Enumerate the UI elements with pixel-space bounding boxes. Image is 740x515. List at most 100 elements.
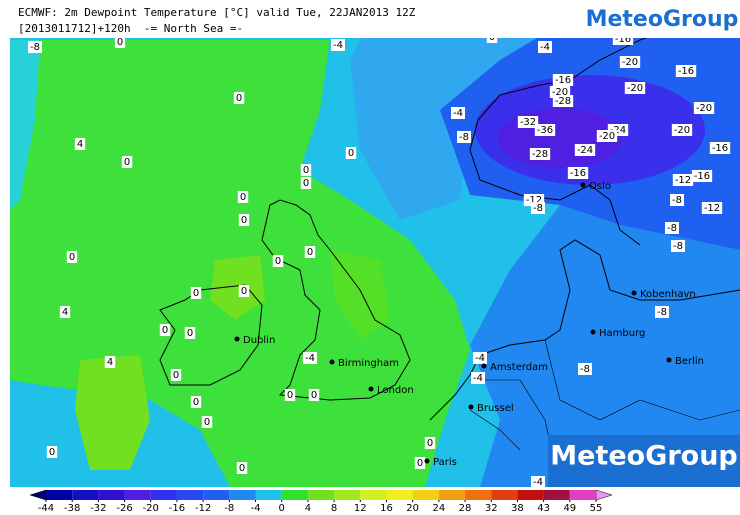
colorbar-tick-label: -8: [224, 503, 234, 514]
contour-label-box: [552, 74, 574, 86]
colorbar-segment: [46, 490, 73, 500]
contour-label-box: [345, 147, 357, 159]
city-label: Dublin: [243, 335, 275, 346]
logo-box: [583, 0, 740, 38]
contour-label-box: [170, 369, 182, 381]
contour-label: 0: [173, 370, 179, 381]
contour-label: 0: [124, 157, 130, 168]
colorbar-tick-label: 38: [511, 503, 524, 514]
header-subtitle: [2013011712]+120h -= North Sea =-: [18, 22, 243, 35]
contour-label: -24: [610, 125, 626, 136]
contour-label: 4: [62, 307, 68, 318]
contour-label: 0: [427, 438, 433, 449]
contour-label-box: [236, 462, 248, 474]
colorbar-tick-label: 4: [305, 503, 311, 514]
colorbar-tick-label: 16: [380, 503, 393, 514]
contour-label-box: [578, 363, 592, 375]
contour-label-box: [104, 356, 116, 368]
colorbar-tick-label: -4: [251, 503, 261, 514]
city-dot: [468, 404, 474, 410]
logo: MeteoGroup: [586, 7, 739, 32]
contour-label-box: [300, 164, 312, 176]
contour-label: -16: [694, 171, 710, 182]
contour-label-box: [471, 372, 485, 384]
colorbar-tick-label: 8: [331, 503, 337, 514]
contour-label-box: [670, 194, 684, 206]
contour-label: 4: [77, 139, 83, 150]
contour-label: -8: [533, 203, 543, 214]
contour-label: -12: [704, 203, 720, 214]
city-dot: [580, 182, 586, 188]
contour-label-box: [596, 130, 618, 142]
contour-label-box: [675, 65, 697, 77]
colorbar-tick-label: 12: [354, 503, 367, 514]
city-dot: [631, 290, 637, 296]
contour-label-box: [28, 41, 42, 53]
contour-label-box: [121, 156, 133, 168]
city-label: Berlin: [675, 356, 704, 367]
colorbar-segment: [360, 490, 387, 500]
contour-label-box: [74, 138, 86, 150]
contour-label: -20: [674, 125, 690, 136]
contour-label: -36: [537, 125, 553, 136]
colorbar-segment: [124, 490, 151, 500]
contour-label-box: [531, 476, 545, 488]
colorbar-tick-label: -26: [116, 503, 132, 514]
field-region: [330, 250, 390, 340]
colorbar-tick-label: 32: [485, 503, 498, 514]
field-region: [210, 255, 265, 320]
contour-label: -28: [532, 149, 548, 160]
contour-label: -4: [453, 108, 463, 119]
colorbar-tick-label: -44: [38, 503, 54, 514]
contour-label: -4: [333, 40, 343, 51]
field-region: [10, 40, 40, 210]
contour-label: -28: [555, 96, 571, 107]
colorbar-segment: [517, 490, 544, 500]
contour-label-box: [300, 177, 312, 189]
contour-label: -16: [555, 75, 571, 86]
city-dot: [424, 458, 430, 464]
city-dot: [481, 363, 487, 369]
contour-label-box: [46, 446, 58, 458]
colorbar: -44 -38 -32 -26 -20 -16 -12 -8 -4 0 4 8 12 16 20 24 28 32…: [29, 489, 613, 514]
contour-label: 0: [187, 328, 193, 339]
contour-label: -20: [552, 87, 568, 98]
colorbar-tick-label: 28: [459, 503, 472, 514]
contour-label-box: [619, 56, 641, 68]
contour-label-box: [201, 416, 213, 428]
contour-label: -4: [475, 353, 485, 364]
colorbar-segment: [491, 490, 518, 500]
colorbar-segment: [465, 490, 492, 500]
city-dot: [590, 329, 596, 335]
contour-label: 0: [240, 192, 246, 203]
contour-label-box: [424, 437, 436, 449]
contour-label: 0: [117, 37, 123, 48]
contour-label: -4: [533, 477, 543, 488]
contour-label-box: [473, 352, 487, 364]
contour-label: 0: [307, 247, 313, 258]
contour-label: 0: [303, 178, 309, 189]
colorbar-segment: [281, 490, 308, 500]
contour-label-box: [190, 396, 202, 408]
contour-label: -20: [627, 83, 643, 94]
city-label: Paris: [433, 457, 457, 468]
colorbar-segment: [203, 490, 230, 500]
colorbar-tick-label: 24: [432, 503, 445, 514]
city-dot: [329, 359, 335, 365]
colorbar-segment: [334, 490, 361, 500]
contour-label: -8: [673, 241, 683, 252]
contour-label: -16: [570, 168, 586, 179]
coastline: [261, 199, 411, 401]
contour-label: -4: [305, 353, 315, 364]
colorbar-tick-label: -32: [90, 503, 106, 514]
coastline: [429, 239, 740, 421]
colorbar-segment: [412, 490, 439, 500]
contour-label: 0: [193, 397, 199, 408]
contour-label: -4: [540, 42, 550, 53]
contour-label: -16: [678, 66, 694, 77]
city-label: Hamburg: [599, 328, 645, 339]
contour-label-box: [190, 287, 202, 299]
contour-label-box: [331, 39, 345, 51]
contour-label: -8: [30, 42, 40, 53]
logo-box: [548, 435, 740, 487]
